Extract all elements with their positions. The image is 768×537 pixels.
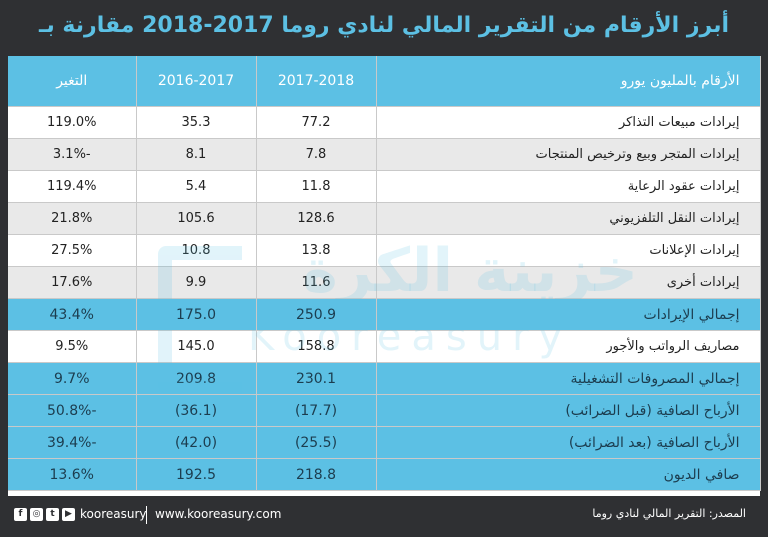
header-label: الأرقام بالمليون يورو [376,56,761,107]
cell-2016-2017: 105.6 [136,202,257,235]
page-title: أبرز الأرقام من التقرير المالي لنادي روم… [0,0,768,90]
financial-table: التغير 2016-2017 2017-2018 الأرقام بالمل… [8,56,761,491]
table-row: 50.8%- (36.1) (17.7) الأرباح الصافية (قبل ا… [8,394,761,427]
footer-divider [146,506,147,524]
cell-change: 17.6% [8,266,137,299]
cell-change: 27.5% [8,234,137,267]
table-row: 9.5% 145.0 158.8 مصاريف الرواتب والأجور [8,330,761,363]
cell-change: 119.4% [8,170,137,203]
cell-2016-2017: 5.4 [136,170,257,203]
table-row: 9.7% 209.8 230.1 إجمالي المصروفات التشغيلية [8,362,761,395]
table-row: 39.4%- (42.0) (25.5) الأرباح الصافية (بعد ا… [8,426,761,459]
cell-2017-2018: 218.8 [256,458,377,491]
cell-2017-2018: 230.1 [256,362,377,395]
cell-2016-2017: 209.8 [136,362,257,395]
cell-label: إيرادات أخرى [376,266,761,299]
header-2017-2018: 2017-2018 [256,56,377,107]
cell-2016-2017: 145.0 [136,330,257,363]
cell-label: مصاريف الرواتب والأجور [376,330,761,363]
cell-label: إيرادات النقل التلفزيوني [376,202,761,235]
table-row: 43.4% 175.0 250.9 إجمالي الإيرادات [8,298,761,331]
cell-2016-2017: (36.1) [136,394,257,427]
table-row: 3.1%- 8.1 7.8 إيرادات المتجر وبيع وترخيص ال… [8,138,761,171]
table-row: 17.6% 9.9 11.6 إيرادات أخرى [8,266,761,299]
cell-change: 9.5% [8,330,137,363]
facebook-icon[interactable]: f [14,508,27,521]
table-header-row: التغير 2016-2017 2017-2018 الأرقام بالمل… [8,56,761,107]
source-note: المصدر: التقرير المالي لنادي روما [592,507,746,520]
cell-label: الأرباح الصافية (قبل الضرائب) [376,394,761,427]
cell-label: إيرادات المتجر وبيع وترخيص المنتجات [376,138,761,171]
cell-change: 50.8%- [8,394,137,427]
cell-2016-2017: 192.5 [136,458,257,491]
table-row: 13.6% 192.5 218.8 صافي الديون [8,458,761,491]
cell-2017-2018: 250.9 [256,298,377,331]
cell-label: الأرباح الصافية (بعد الضرائب) [376,426,761,459]
cell-2017-2018: 13.8 [256,234,377,267]
cell-change: 21.8% [8,202,137,235]
cell-2017-2018: 77.2 [256,106,377,139]
cell-label: إجمالي الإيرادات [376,298,761,331]
cell-2016-2017: 8.1 [136,138,257,171]
cell-change: 9.7% [8,362,137,395]
financial-table-container: التغير 2016-2017 2017-2018 الأرقام بالمل… [8,56,761,496]
footer: f ◎ t ▶ kooreasury www.kooreasury.com ال… [0,496,768,537]
social-handle[interactable]: kooreasury [80,507,147,521]
header-change: التغير [8,56,137,107]
twitter-icon[interactable]: t [46,508,59,521]
cell-2017-2018: 7.8 [256,138,377,171]
header-2016-2017: 2016-2017 [136,56,257,107]
cell-label: إيرادات مبيعات التذاكر [376,106,761,139]
cell-2016-2017: 9.9 [136,266,257,299]
cell-2017-2018: 11.8 [256,170,377,203]
cell-2017-2018: (25.5) [256,426,377,459]
cell-2017-2018: 158.8 [256,330,377,363]
cell-change: 43.4% [8,298,137,331]
website-link[interactable]: www.kooreasury.com [155,507,282,521]
cell-change: 119.0% [8,106,137,139]
cell-2017-2018: 11.6 [256,266,377,299]
cell-change: 3.1%- [8,138,137,171]
table-row: 119.4% 5.4 11.8 إيرادات عقود الرعاية [8,170,761,203]
cell-2016-2017: 35.3 [136,106,257,139]
cell-label: إيرادات عقود الرعاية [376,170,761,203]
cell-2016-2017: 175.0 [136,298,257,331]
cell-2016-2017: 10.8 [136,234,257,267]
instagram-icon[interactable]: ◎ [30,508,43,521]
cell-change: 39.4%- [8,426,137,459]
cell-2016-2017: (42.0) [136,426,257,459]
table-row: 119.0% 35.3 77.2 إيرادات مبيعات التذاكر [8,106,761,139]
cell-label: صافي الديون [376,458,761,491]
table-row: 21.8% 105.6 128.6 إيرادات النقل التلفزيوني [8,202,761,235]
cell-label: إيرادات الإعلانات [376,234,761,267]
cell-2017-2018: 128.6 [256,202,377,235]
table-row: 27.5% 10.8 13.8 إيرادات الإعلانات [8,234,761,267]
youtube-icon[interactable]: ▶ [62,508,75,521]
cell-label: إجمالي المصروفات التشغيلية [376,362,761,395]
cell-2017-2018: (17.7) [256,394,377,427]
cell-change: 13.6% [8,458,137,491]
social-icons: f ◎ t ▶ [14,508,75,521]
